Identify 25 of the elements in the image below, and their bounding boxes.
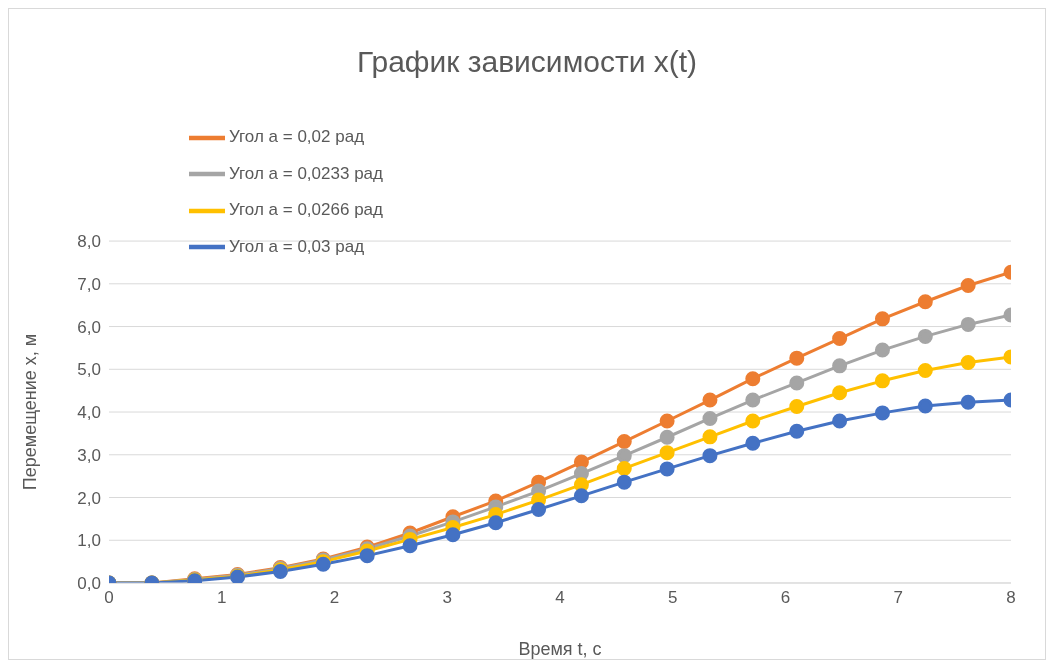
x-tick-label: 4 <box>555 588 565 608</box>
y-tick-label: 0,0 <box>77 574 101 594</box>
y-tick-label: 4,0 <box>77 403 101 423</box>
y-tick-label: 1,0 <box>77 531 101 551</box>
legend-label: Угол a = 0,0233 рад <box>229 163 383 183</box>
legend-label: Угол a = 0,03 рад <box>229 236 365 256</box>
y-tick-label: 8,0 <box>77 232 101 252</box>
y-tick-label: 7,0 <box>77 274 101 294</box>
y-tick-label: 3,0 <box>77 445 101 465</box>
x-tick-label: 0 <box>104 588 114 608</box>
x-tick-label: 2 <box>329 588 340 608</box>
x-tick-label: 3 <box>442 588 452 608</box>
y-tick-label: 6,0 <box>77 317 101 337</box>
x-tick-label: 5 <box>668 588 678 608</box>
chart-title: График зависимости x(t) <box>355 45 699 80</box>
x-tick-label: 1 <box>217 588 227 608</box>
y-tick-label: 5,0 <box>77 360 101 380</box>
legend-label: Угол a = 0,0266 рад <box>229 200 383 220</box>
legend-label: Угол a = 0,02 рад <box>229 127 365 146</box>
y-tick-label: 2,0 <box>77 488 101 508</box>
x-tick-label: 8 <box>1006 588 1016 608</box>
x-axis-title: Время t, с <box>518 639 602 659</box>
x-tick-label: 6 <box>780 588 791 608</box>
y-axis-title: Перемещение x, м <box>20 333 41 491</box>
x-tick-label: 7 <box>893 588 903 608</box>
